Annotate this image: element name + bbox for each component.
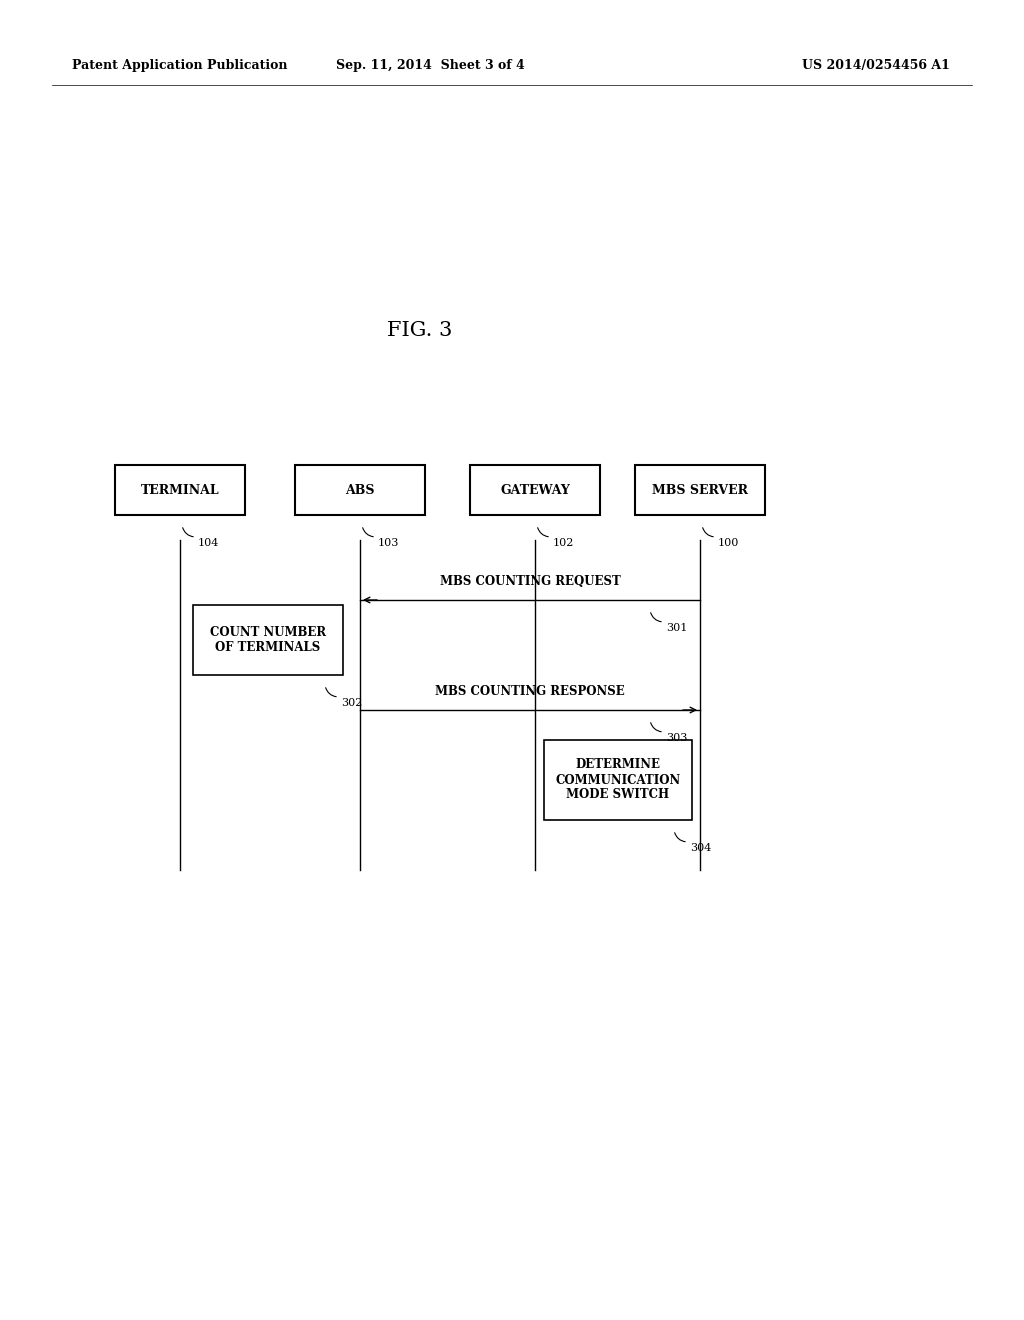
Bar [295,465,425,515]
Bar [470,465,600,515]
Bar [635,465,765,515]
Text: COUNT NUMBER
OF TERMINALS: COUNT NUMBER OF TERMINALS [210,626,326,653]
Text: Sep. 11, 2014  Sheet 3 of 4: Sep. 11, 2014 Sheet 3 of 4 [336,58,524,71]
Text: GATEWAY: GATEWAY [500,483,570,496]
Text: MBS COUNTING RESPONSE: MBS COUNTING RESPONSE [435,685,625,698]
Text: 100: 100 [718,539,739,548]
Bar [193,605,343,675]
Text: 302: 302 [341,698,362,708]
Bar [544,741,692,820]
Text: TERMINAL: TERMINAL [140,483,219,496]
Text: US 2014/0254456 A1: US 2014/0254456 A1 [802,58,950,71]
Text: ABS: ABS [345,483,375,496]
Text: 304: 304 [690,843,712,853]
Text: 301: 301 [666,623,687,634]
Text: MBS COUNTING REQUEST: MBS COUNTING REQUEST [439,576,621,587]
Text: MBS SERVER: MBS SERVER [652,483,748,496]
Text: 303: 303 [666,733,687,743]
Text: FIG. 3: FIG. 3 [387,321,453,339]
Text: 103: 103 [378,539,399,548]
Bar [115,465,245,515]
Text: 104: 104 [198,539,219,548]
Text: 102: 102 [553,539,574,548]
Text: Patent Application Publication: Patent Application Publication [72,58,288,71]
Text: DETERMINE
COMMUNICATION
MODE SWITCH: DETERMINE COMMUNICATION MODE SWITCH [555,759,681,801]
